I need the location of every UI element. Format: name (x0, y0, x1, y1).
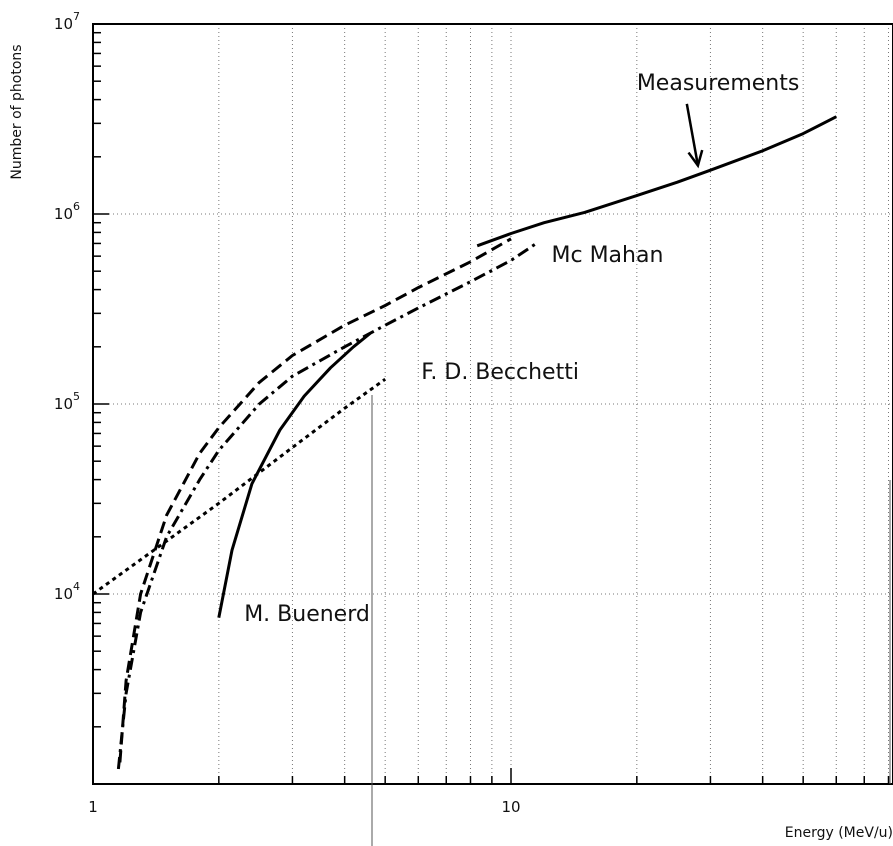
annotations: Measurements Mc Mahan F. D. Becchetti M. Bu… (244, 71, 799, 627)
series-line-f-d-becchetti (92, 377, 387, 596)
series-line-measurements (476, 115, 837, 248)
y-tick-label: 106 (54, 200, 80, 223)
x-axis-label: Energy (MeV/u) (785, 825, 893, 841)
y-tick-label: 105 (54, 390, 80, 413)
axis-ticks: 1 10 104 105 106 107 (54, 10, 890, 816)
annotation-arrowhead (687, 149, 704, 169)
x-tick-label: 1 (88, 798, 98, 816)
y-axis-label: Number of photons (9, 44, 25, 179)
y-tick-label: 104 (54, 580, 80, 603)
annotation-measurements: Measurements (637, 71, 800, 96)
grid (93, 24, 893, 784)
annotation-m-buenerd: M. Buenerd (244, 602, 370, 627)
x-tick-label: 10 (501, 798, 520, 816)
series-line-unlabeled-2 (118, 237, 512, 763)
series-line-mc-mahan (116, 242, 538, 770)
series-line-m-buenerd (217, 332, 371, 618)
annotation-f-d-becchetti: F. D. Becchetti (421, 360, 579, 385)
annotation-arrow (685, 103, 700, 166)
annotation-mc-mahan: Mc Mahan (552, 243, 664, 268)
series-layer (92, 115, 837, 770)
y-tick-label: 107 (54, 10, 80, 33)
